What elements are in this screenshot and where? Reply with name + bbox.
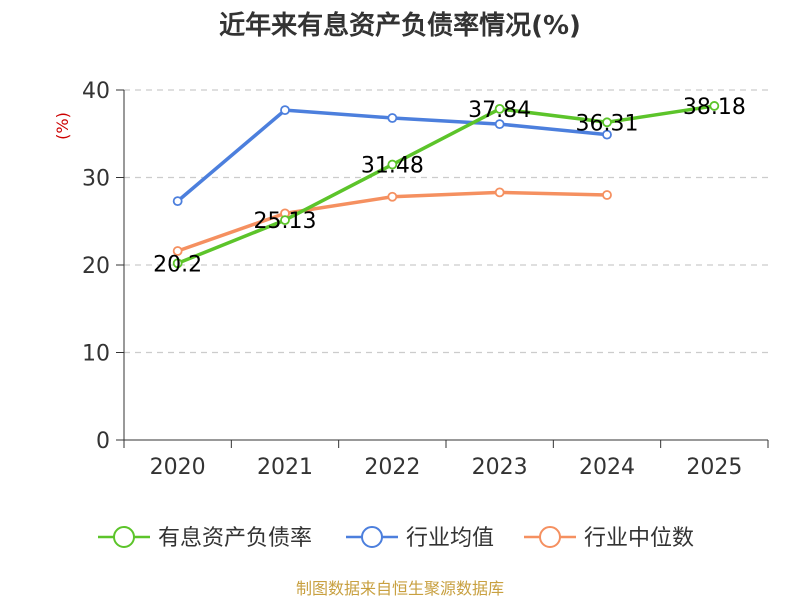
y-tick-label: 10 [82,342,110,367]
data-point [494,104,505,114]
x-tick-label: 2021 [257,455,313,480]
data-point [172,196,183,207]
x-tick-label: 2025 [686,455,742,480]
data-label: 37.84 [468,98,531,123]
data-point [172,246,183,256]
chart-title: 近年来有息资产负债率情况(%) [219,10,581,41]
data-point [494,119,505,130]
legend: 有息资产负债率 行业均值 行业中位数 [98,526,694,551]
y-tick-label: 0 [96,429,110,454]
legend-marker [113,526,135,548]
y-tick-label: 20 [82,254,110,279]
y-tick-labels: 0 10 20 30 40 [82,79,110,454]
x-tick-label: 2022 [364,455,420,480]
data-point [602,117,612,128]
data-point [602,190,612,200]
data-label: 36.31 [576,111,639,136]
legend-marker [539,526,561,548]
axes [123,90,769,448]
y-tick-label: 30 [82,167,110,192]
series-line-0 [177,104,715,265]
data-point [280,215,290,226]
legend-marker [361,526,383,548]
data-label: 25.13 [254,209,317,234]
data-point [494,187,505,198]
x-tick-label: 2023 [472,455,528,480]
data-point [387,159,398,170]
data-point [602,129,612,140]
legend-label: 行业中位数 [584,526,694,551]
y-tick-label: 40 [82,79,110,104]
x-tick-label: 2020 [150,455,206,480]
legend-label: 有息资产负债率 [158,526,312,551]
x-tick-label: 2024 [579,455,635,480]
data-label: 38.18 [683,95,746,120]
data-labels: 20.2 25.13 31.48 37.84 36.31 38.18 [153,95,746,277]
data-point [387,113,398,123]
data-point [172,258,183,269]
source-note: 制图数据来自恒生聚源数据库 [296,579,504,598]
data-point [709,101,720,111]
series-lines [172,101,720,269]
y-axis-unit: (%) [53,112,72,140]
x-tick-labels: 2020 2021 2022 2023 2024 2025 [150,455,743,480]
legend-label: 行业均值 [406,526,494,551]
data-label: 31.48 [361,154,424,179]
data-point [387,191,398,202]
data-label: 20.2 [153,252,202,277]
data-point [280,105,290,116]
grid-lines [116,89,768,441]
